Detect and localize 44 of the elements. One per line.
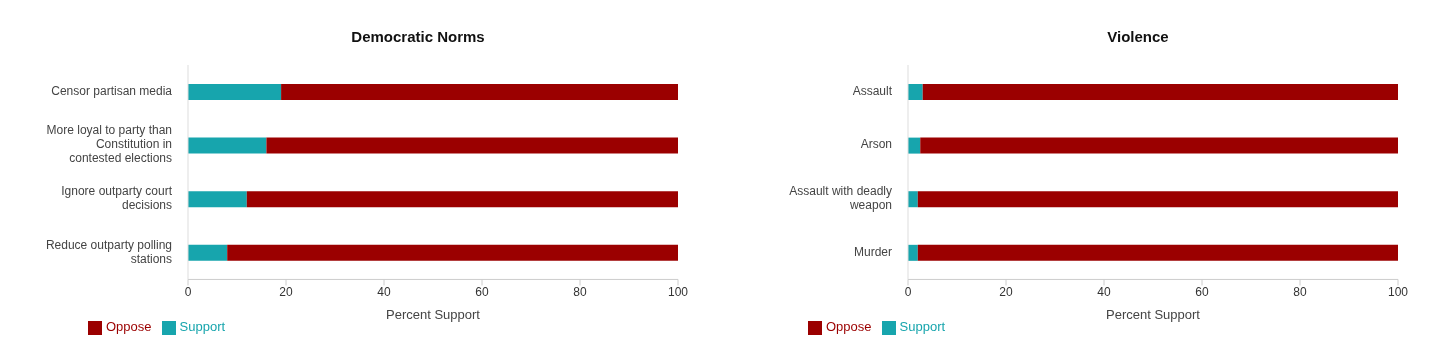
bar xyxy=(227,244,678,261)
y-tick-label: Arson xyxy=(860,137,892,152)
y-tick-label: Assault xyxy=(852,83,893,98)
bar xyxy=(281,84,678,100)
x-tick-label: 60 xyxy=(1195,284,1209,299)
x-tick-label: 20 xyxy=(279,284,293,299)
x-tick-label: 60 xyxy=(475,284,489,299)
legend-label: Support xyxy=(899,319,946,335)
bar xyxy=(188,137,267,154)
chart-title: Democratic Norms xyxy=(350,28,486,45)
y-tick-label: More loyal to party than Constitution in contested elections xyxy=(46,123,172,166)
chart-title: Violence xyxy=(1106,28,1170,45)
x-tick-label: 80 xyxy=(573,284,587,299)
x-tick-label: 80 xyxy=(1293,284,1307,299)
bar xyxy=(188,84,282,100)
y-tick-label: Murder xyxy=(853,244,892,259)
bar xyxy=(188,244,228,261)
bar xyxy=(908,191,918,208)
bar xyxy=(908,137,921,154)
legend-label: Oppose xyxy=(106,319,152,335)
x-axis-title: Percent Support xyxy=(386,307,481,323)
bar xyxy=(246,191,678,208)
bar xyxy=(908,244,918,261)
legend-label: Support xyxy=(179,319,226,335)
y-tick-label: Ignore outparty court decisions xyxy=(61,184,173,213)
x-tick-label: 100 xyxy=(667,284,689,299)
x-tick-label: 20 xyxy=(999,284,1013,299)
bar xyxy=(917,244,1398,261)
y-tick-label: Reduce outparty polling stations xyxy=(45,237,172,266)
y-tick-label: Assault with deadly weapon xyxy=(789,184,892,213)
x-tick-label: 40 xyxy=(1097,284,1111,299)
x-tick-label: 100 xyxy=(1387,284,1409,299)
x-axis-title: Percent Support xyxy=(1106,307,1201,323)
x-tick-label: 0 xyxy=(904,284,912,299)
bar xyxy=(908,84,923,100)
bar xyxy=(917,191,1398,208)
bar xyxy=(266,137,678,154)
y-tick-label: Censor partisan media xyxy=(51,83,173,98)
x-tick-label: 0 xyxy=(184,284,192,299)
bar xyxy=(922,84,1398,100)
legend-label: Oppose xyxy=(826,319,872,335)
x-tick-label: 40 xyxy=(377,284,391,299)
bar xyxy=(920,137,1398,154)
bar xyxy=(188,191,247,208)
